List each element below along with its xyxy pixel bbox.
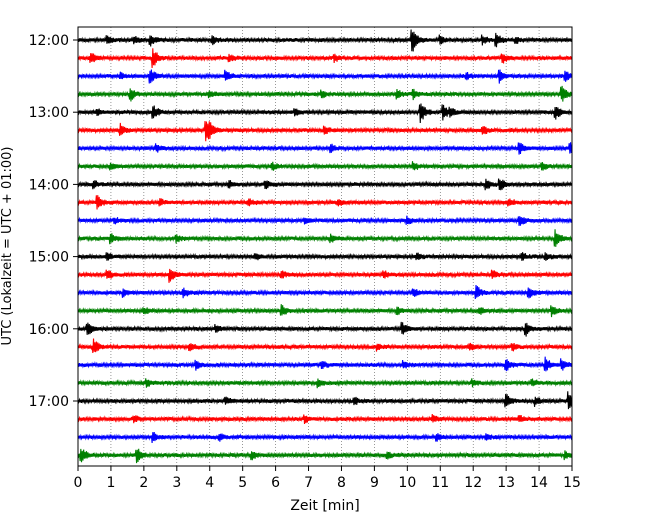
trace-1345 [77,161,573,171]
x-tick-label-2: 2 [139,475,148,491]
x-tick-label-6: 6 [271,475,280,491]
trace-1745 [77,448,573,464]
trace-1500 [77,252,573,261]
x-tick-label-5: 5 [238,475,247,491]
trace-1600 [77,321,573,337]
trace-1515 [77,268,573,283]
x-tick-label-3: 3 [172,475,181,491]
trace-1415 [77,195,573,210]
trace-1215 [77,48,573,68]
x-tick-label-1: 1 [106,475,115,491]
plot-frame [77,26,573,467]
x-tick-label-8: 8 [337,475,346,491]
trace-1700 [77,391,573,410]
y-tick-label-1500: 15:00 [29,250,69,266]
y-tick-label-1700: 17:00 [29,394,69,410]
x-tick-label-15: 15 [563,475,581,491]
trace-1400 [77,178,573,191]
trace-1545 [77,304,573,318]
traces [77,29,573,464]
trace-1645 [77,378,573,389]
x-axis-label: Zeit [min] [290,498,359,514]
x-tick-label-9: 9 [370,475,379,491]
x-tick-label-10: 10 [398,475,416,491]
trace-1715 [77,413,573,425]
trace-1330 [77,142,573,155]
trace-1430 [77,215,573,226]
trace-1615 [77,338,573,354]
trace-1245 [77,85,573,102]
x-tick-label-4: 4 [205,475,214,491]
trace-1230 [77,69,573,84]
trace-1730 [77,431,573,444]
x-tick-label-11: 11 [431,475,449,491]
trace-1200 [77,29,573,52]
vertical-grid [110,27,540,466]
x-tick-label-0: 0 [74,475,83,491]
y-tick-label-1200: 12:00 [29,33,69,49]
y-tick-label-1400: 14:00 [29,177,69,193]
trace-1300 [77,103,573,124]
trace-1315 [77,121,573,142]
trace-1445 [77,229,573,247]
y-axis-label: UTC (Lokalzeit = UTC + 01:00) [0,147,15,346]
x-tick-label-7: 7 [304,475,313,491]
x-tick-label-12: 12 [464,475,482,491]
y-tick-label-1300: 13:00 [29,105,69,121]
x-tick-label-13: 13 [497,475,515,491]
x-axis: 0 1 2 3 4 5 6 7 8 9 10 11 12 13 14 15 [74,466,581,491]
y-axis: 12:00 13:00 14:00 15:00 16:00 17:00 [29,33,78,410]
trace-1630 [77,356,573,372]
x-tick-label-14: 14 [530,475,548,491]
trace-1530 [77,285,573,300]
y-tick-label-1600: 16:00 [29,322,69,338]
